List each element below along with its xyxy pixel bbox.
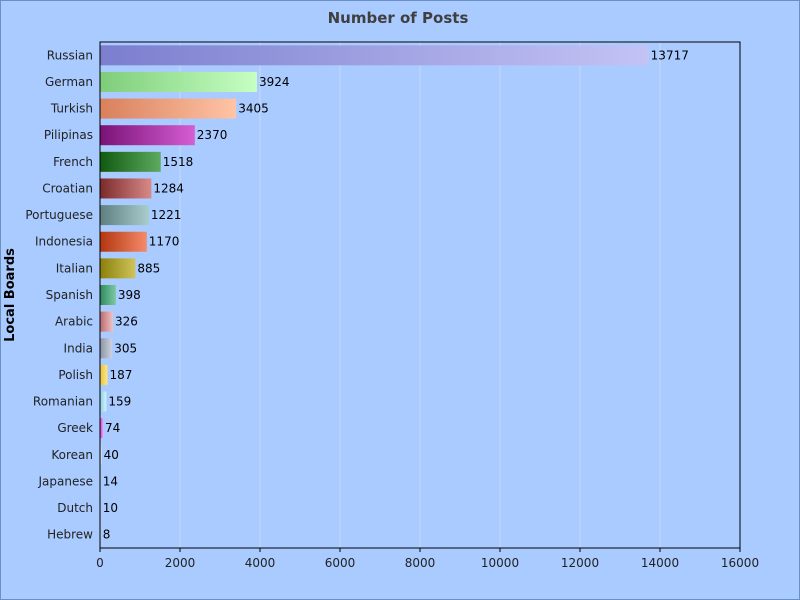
bar xyxy=(100,338,113,359)
category-label: Italian xyxy=(56,261,93,275)
category-label: Hebrew xyxy=(47,528,93,542)
category-label: Pilipinas xyxy=(44,128,93,142)
bar-value-label: 8 xyxy=(103,528,111,542)
category-label: India xyxy=(64,341,93,355)
x-tick-label: 4000 xyxy=(245,556,276,570)
x-tick-label: 2000 xyxy=(165,556,196,570)
x-tick-label: 8000 xyxy=(405,556,436,570)
bar xyxy=(100,98,237,119)
x-tick-label: 0 xyxy=(96,556,104,570)
bar xyxy=(100,231,147,252)
category-label: Croatian xyxy=(42,181,93,195)
bar-value-label: 14 xyxy=(103,474,118,488)
category-label: Arabic xyxy=(55,315,93,329)
bar-value-label: 159 xyxy=(108,395,131,409)
bar xyxy=(100,151,161,172)
bar xyxy=(100,71,257,92)
category-label: Japanese xyxy=(38,474,94,488)
x-tick-label: 12000 xyxy=(561,556,599,570)
bar xyxy=(100,391,107,412)
category-label: Turkish xyxy=(50,102,93,116)
bar-value-label: 1170 xyxy=(149,235,180,249)
x-tick-label: 16000 xyxy=(721,556,759,570)
x-axis-ticks: 0 2000 4000 6000 8000 10000 12000 14000 16000 xyxy=(96,548,759,570)
bar-value-label: 10 xyxy=(103,501,118,515)
bar xyxy=(100,258,136,279)
bar xyxy=(100,205,149,226)
category-label: Romanian xyxy=(33,395,93,409)
chart-title: Number of Posts xyxy=(328,9,469,27)
category-label: Indonesia xyxy=(35,235,93,249)
category-label: Greek xyxy=(57,421,93,435)
bar xyxy=(100,45,649,66)
bar-value-label: 305 xyxy=(114,341,137,355)
bar-value-label: 187 xyxy=(109,368,132,382)
bar-value-label: 13717 xyxy=(651,48,689,62)
bar xyxy=(100,125,195,146)
category-label: French xyxy=(53,155,93,169)
y-axis-title: Local Boards xyxy=(3,248,18,342)
x-tick-label: 14000 xyxy=(641,556,679,570)
bars xyxy=(100,45,649,545)
category-label: Dutch xyxy=(57,501,93,515)
category-label: German xyxy=(45,75,93,89)
bar-value-label: 885 xyxy=(137,261,160,275)
bar-value-label: 2370 xyxy=(197,128,228,142)
category-label: Polish xyxy=(58,368,93,382)
category-labels: Russian German Turkish Pilipinas French Croat… xyxy=(25,48,93,541)
bar-value-label: 74 xyxy=(105,421,120,435)
category-label: Spanish xyxy=(46,288,93,302)
bar xyxy=(100,444,102,465)
bar-value-label: 1284 xyxy=(153,181,184,195)
bar-value-label: 1518 xyxy=(163,155,194,169)
x-tick-label: 6000 xyxy=(325,556,356,570)
bar xyxy=(100,285,116,305)
bar xyxy=(100,418,103,439)
bar-value-label: 3924 xyxy=(259,75,290,89)
category-label: Portuguese xyxy=(25,208,93,222)
bar-value-label: 40 xyxy=(104,448,119,462)
bar xyxy=(100,364,108,385)
bar xyxy=(100,178,152,199)
bar-value-label: 1221 xyxy=(151,208,182,222)
bar-value-label: 326 xyxy=(115,315,138,329)
bar-value-label: 398 xyxy=(118,288,141,302)
category-label: Korean xyxy=(51,448,93,462)
bar-value-label: 3405 xyxy=(238,102,269,116)
bar xyxy=(100,311,114,332)
x-tick-label: 10000 xyxy=(481,556,519,570)
category-label: Russian xyxy=(47,48,93,62)
